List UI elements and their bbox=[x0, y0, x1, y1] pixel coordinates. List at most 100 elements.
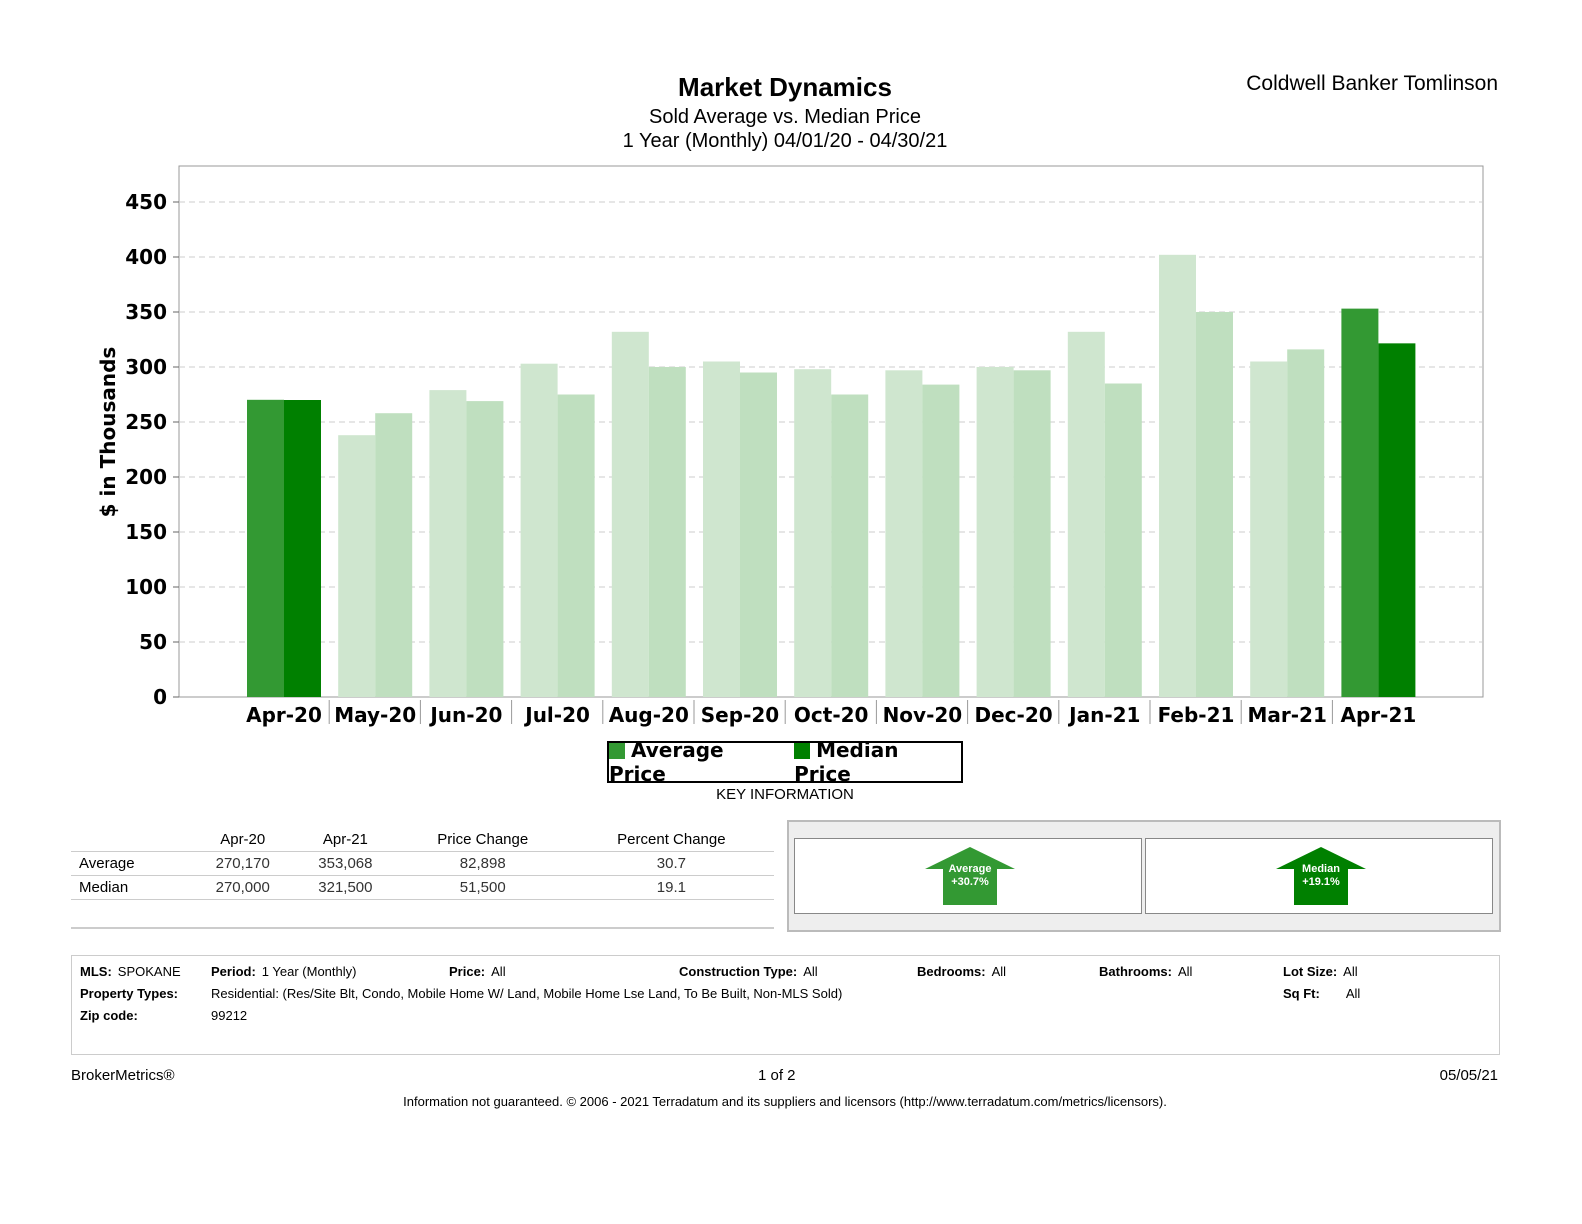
indicator-value: +19.1% bbox=[1302, 876, 1340, 888]
cell: 270,000 bbox=[191, 875, 295, 900]
y-axis-label: $ in Thousands bbox=[96, 347, 120, 518]
bar-average bbox=[429, 390, 467, 697]
filter-label: Lot Size: bbox=[1283, 964, 1338, 979]
report-title: Market Dynamics bbox=[678, 72, 892, 102]
cell: 270,170 bbox=[191, 851, 295, 876]
column-header: Percent Change bbox=[568, 828, 774, 852]
filter-label: Price: bbox=[449, 964, 486, 979]
bar-average bbox=[976, 367, 1014, 697]
bar-median bbox=[740, 372, 777, 697]
bar-median bbox=[375, 413, 413, 697]
filter-label: MLS: bbox=[80, 964, 112, 979]
change-indicators: Average +30.7% Median +19.1% bbox=[787, 820, 1501, 932]
bar-median bbox=[1196, 312, 1233, 697]
cell: 353,068 bbox=[294, 851, 397, 876]
indicator-label: Average bbox=[948, 863, 992, 875]
bar-median bbox=[1287, 349, 1325, 697]
legend-label: Average Price bbox=[609, 738, 724, 786]
filter-label: Property Types: bbox=[80, 986, 179, 1001]
median-indicator: Median +19.1% bbox=[1145, 838, 1493, 914]
indicator-value: +30.7% bbox=[951, 876, 989, 888]
column-header: Price Change bbox=[396, 828, 569, 852]
filter-value: Residential: (Res/Site Blt, Condo, Mobil… bbox=[211, 986, 843, 1001]
filter-value: All bbox=[803, 964, 818, 979]
filter-label: Zip code: bbox=[80, 1008, 138, 1023]
x-tick-label: Jun-20 bbox=[428, 703, 502, 727]
table-row: Median 270,000 321,500 51,500 19.1 bbox=[71, 875, 774, 900]
filter-value: All bbox=[491, 964, 506, 979]
bar-average bbox=[794, 369, 832, 697]
report-period: 1 Year (Monthly) 04/01/20 - 04/30/21 bbox=[622, 130, 948, 152]
legend-swatch-median bbox=[794, 743, 811, 759]
x-tick-label: Jul-20 bbox=[523, 703, 590, 727]
row-label: Average bbox=[71, 851, 192, 876]
footer-brand: BrokerMetrics® bbox=[71, 1067, 175, 1084]
y-tick-label: 250 bbox=[125, 410, 167, 434]
filter-label: Period: bbox=[211, 964, 256, 979]
cell: 30.7 bbox=[568, 851, 774, 876]
y-tick-label: 450 bbox=[125, 190, 167, 214]
filter-label: Sq Ft: bbox=[1283, 986, 1320, 1001]
bar-median bbox=[1013, 370, 1051, 697]
key-info-table: Apr-20 Apr-21 Price Change Percent Chang… bbox=[71, 828, 774, 900]
filter-value: 1 Year (Monthly) bbox=[261, 964, 357, 979]
x-tick-label: Apr-20 bbox=[246, 703, 322, 727]
x-tick-label: Sep-20 bbox=[701, 703, 779, 727]
x-tick-label: Mar-21 bbox=[1247, 703, 1326, 727]
bar-median bbox=[466, 401, 504, 697]
report-subtitle: Sold Average vs. Median Price bbox=[648, 106, 921, 128]
legend-average: Average Price bbox=[609, 738, 786, 786]
y-tick-label: 100 bbox=[125, 575, 167, 599]
filter-value: All bbox=[1343, 964, 1358, 979]
filter-label: Construction Type: bbox=[679, 964, 798, 979]
page-number: 1 of 2 bbox=[758, 1067, 796, 1084]
filter-value: All bbox=[1345, 986, 1361, 1001]
x-tick-label: May-20 bbox=[334, 703, 416, 727]
y-tick-label: 200 bbox=[125, 465, 167, 489]
table-header-row: Apr-20 Apr-21 Price Change Percent Chang… bbox=[71, 828, 774, 852]
cell: 321,500 bbox=[294, 875, 397, 900]
x-tick-label: Oct-20 bbox=[794, 703, 869, 727]
disclaimer: Information not guaranteed. © 2006 - 202… bbox=[403, 1094, 1167, 1109]
cell: 19.1 bbox=[568, 875, 774, 900]
bar-average bbox=[1341, 308, 1379, 697]
bar-median bbox=[284, 400, 321, 697]
x-tick-label: Jan-21 bbox=[1067, 703, 1140, 727]
key-info-title: KEY INFORMATION bbox=[716, 786, 854, 803]
x-tick-label: Dec-20 bbox=[975, 703, 1053, 727]
y-tick-label: 400 bbox=[125, 245, 167, 269]
filter-value: SPOKANE bbox=[117, 964, 181, 979]
bar-average bbox=[1250, 361, 1288, 697]
filter-value: 99212 bbox=[211, 1008, 248, 1023]
filter-label: Bathrooms: bbox=[1099, 964, 1172, 979]
chart-legend: Average Price Median Price bbox=[607, 738, 963, 786]
x-tick-label: Feb-21 bbox=[1158, 703, 1235, 727]
bar-median bbox=[1378, 343, 1416, 697]
column-header bbox=[71, 828, 192, 852]
bar-average bbox=[885, 370, 923, 697]
bar-average bbox=[520, 363, 558, 697]
column-header: Apr-20 bbox=[191, 828, 295, 852]
legend-median: Median Price bbox=[794, 738, 961, 786]
bar-average bbox=[338, 435, 376, 697]
indicator-label: Median bbox=[1302, 863, 1340, 875]
bar-median bbox=[557, 394, 595, 697]
up-arrow-icon: Median +19.1% bbox=[1276, 847, 1366, 907]
filters-panel: MLS: SPOKANE Period: 1 Year (Monthly) Pric… bbox=[71, 955, 1500, 1055]
y-tick-label: 50 bbox=[139, 630, 167, 654]
y-tick-label: 150 bbox=[125, 520, 167, 544]
bar-average bbox=[611, 331, 649, 697]
cell: 51,500 bbox=[396, 875, 569, 900]
x-tick-label: Apr-21 bbox=[1341, 703, 1417, 727]
legend-swatch-average bbox=[609, 743, 625, 759]
cell: 82,898 bbox=[396, 851, 569, 876]
y-tick-label: 300 bbox=[125, 355, 167, 379]
y-tick-label: 0 bbox=[153, 685, 167, 709]
column-header: Apr-21 bbox=[294, 828, 397, 852]
average-indicator: Average +30.7% bbox=[794, 838, 1142, 914]
bar-average bbox=[703, 361, 740, 697]
brokerage-name: Coldwell Banker Tomlinson bbox=[1246, 72, 1498, 95]
legend-label: Median Price bbox=[794, 738, 899, 786]
filter-value: All bbox=[991, 964, 1007, 979]
